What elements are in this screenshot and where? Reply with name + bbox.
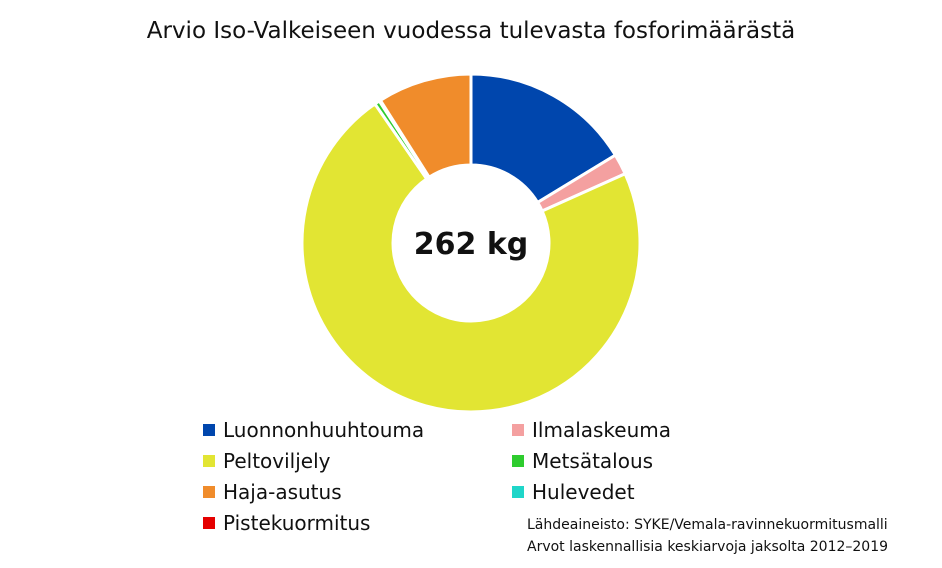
legend-swatch — [512, 424, 524, 436]
donut-slices — [300, 72, 642, 414]
legend-label: Metsätalous — [532, 449, 654, 473]
slice-haja-asutus — [378, 72, 473, 180]
legend-label: Pistekuormitus — [223, 511, 371, 535]
slice-peltoviljely — [300, 101, 642, 414]
legend-item: Peltoviljely — [203, 449, 331, 473]
legend-label: Peltoviljely — [223, 449, 331, 473]
legend-swatch — [512, 486, 524, 498]
legend-swatch — [203, 424, 215, 436]
legend-item: Luonnonhuuhtouma — [203, 418, 424, 442]
legend-swatch — [203, 455, 215, 467]
legend-swatch — [203, 517, 215, 529]
legend-label: Ilmalaskeuma — [532, 418, 672, 442]
legend-item: Ilmalaskeuma — [512, 418, 671, 442]
legend-label: Hulevedet — [532, 480, 635, 504]
slice-luonnonhuuhtouma — [469, 72, 618, 205]
legend-item: Haja-asutus — [203, 480, 342, 504]
chart-title: Arvio Iso-Valkeiseen vuodessa tulevasta … — [146, 18, 796, 44]
source-note: Lähdeaineisto: SYKE/Vemala-ravinnekuormi… — [527, 517, 888, 533]
legend-item: Pistekuormitus — [203, 511, 370, 535]
legend-item: Metsätalous — [512, 449, 653, 473]
legend-swatch — [203, 486, 215, 498]
center-total-label: 262 kg — [414, 227, 529, 262]
legend-swatch — [512, 455, 524, 467]
legend-label: Haja-asutus — [223, 480, 342, 504]
legend-item: Hulevedet — [512, 480, 635, 504]
legend-label: Luonnonhuuhtouma — [223, 418, 425, 442]
period-note: Arvot laskennallisia keskiarvoja jaksolt… — [527, 539, 889, 555]
